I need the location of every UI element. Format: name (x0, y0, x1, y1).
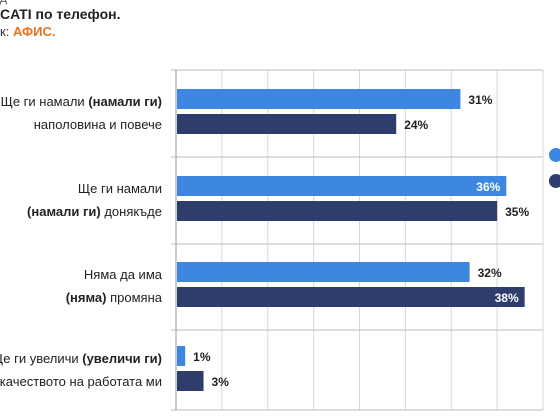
legend-marker (549, 174, 560, 188)
bar (177, 201, 498, 221)
source-prefix: к: (0, 24, 10, 39)
bar (177, 262, 470, 282)
chart-source-line: к: АФИС. (0, 24, 55, 39)
category-label: Ще ги намали (намали ги) наполовина и пов… (1, 94, 162, 132)
data-label: 38% (495, 291, 519, 305)
category-label: Няма да има (няма) промяна (66, 267, 163, 305)
chart-subtitle: CATI по телефон. (0, 6, 121, 22)
data-label: 3% (212, 375, 230, 389)
category-label: Ще ги намали (намали ги) донякъде (27, 181, 162, 219)
data-label: 32% (478, 266, 502, 280)
data-label: 24% (404, 118, 428, 132)
bar (177, 287, 525, 307)
data-label: 35% (505, 205, 529, 219)
bar (177, 176, 507, 196)
header-fragment: д (0, 0, 7, 5)
source-name: АФИС. (12, 24, 56, 39)
category-label: Ще ги увеличи (увеличи ги) качеството на … (0, 351, 162, 389)
legend-marker (549, 148, 560, 162)
bar (177, 114, 397, 134)
data-label: 31% (468, 93, 492, 107)
bar (177, 371, 204, 391)
bar (177, 346, 186, 366)
data-label: 1% (193, 350, 211, 364)
bar (177, 89, 461, 109)
data-label: 36% (476, 180, 500, 194)
